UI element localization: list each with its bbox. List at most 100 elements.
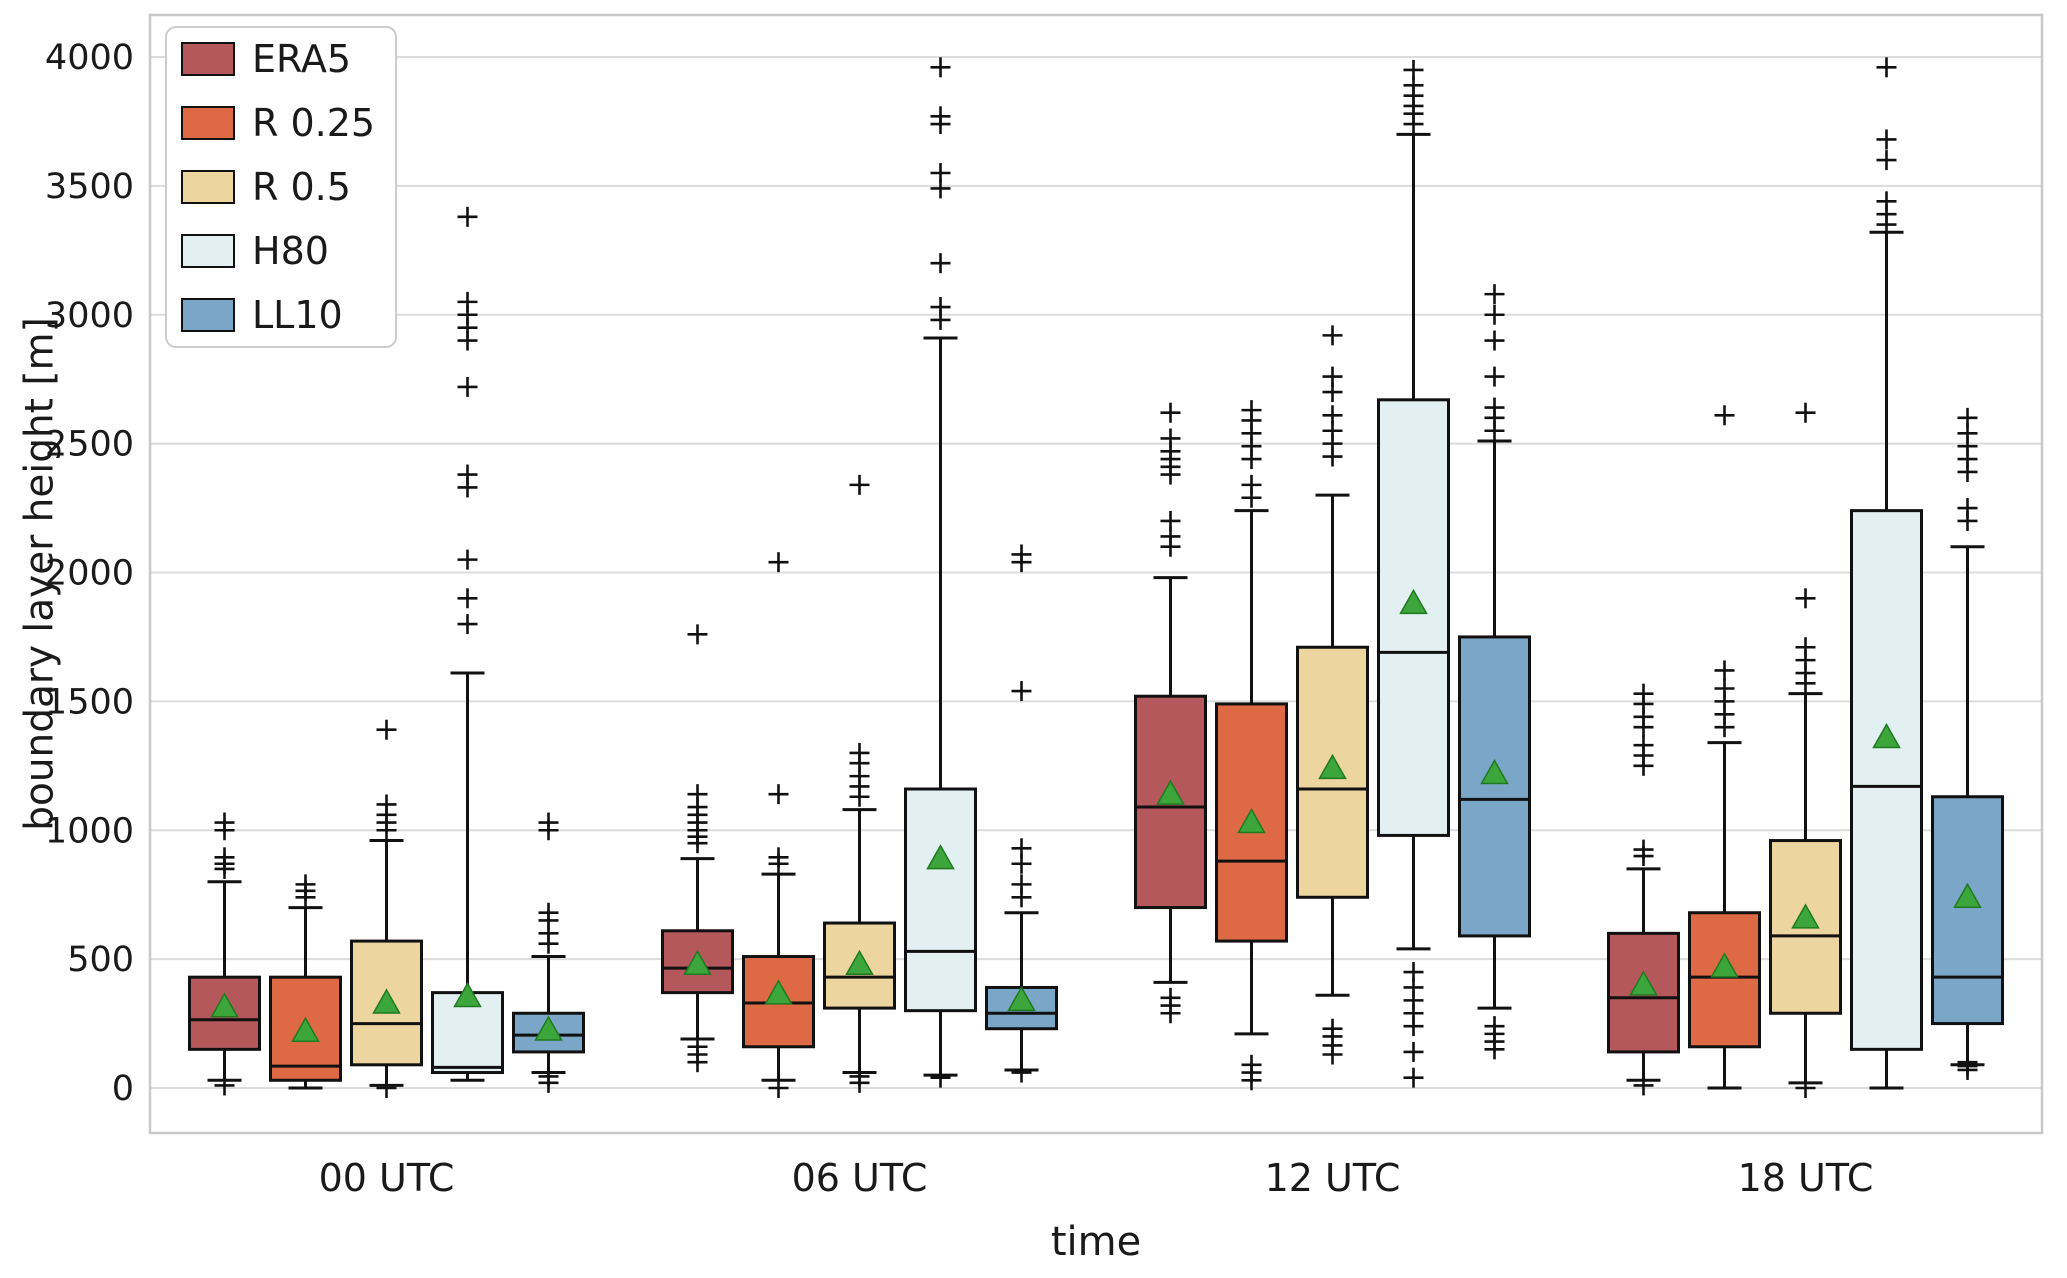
flier-markers xyxy=(376,719,397,1098)
flier-markers xyxy=(1403,59,1424,1088)
mean-marker xyxy=(1872,722,1901,749)
mean-marker xyxy=(926,844,955,870)
box-r-0-25-00-utc xyxy=(269,874,342,1090)
flier-markers xyxy=(1241,400,1262,1091)
y-tick-labels: 0 500 1000 1500 2000 2500 3000 3500 4000 xyxy=(45,38,134,1109)
y-tick-label-1000: 1000 xyxy=(45,811,134,851)
legend-label-h80: H80 xyxy=(252,229,329,273)
legend-label-r-0-5: R 0.5 xyxy=(252,165,351,209)
box-h80-18-utc xyxy=(1850,57,1923,1090)
box-era5-18-utc xyxy=(1607,683,1680,1096)
legend-swatch-era5 xyxy=(181,42,235,76)
mean-marker xyxy=(534,1015,563,1041)
flier-markers xyxy=(457,206,478,635)
box-h80-06-utc xyxy=(904,57,977,1088)
legend: ERA5 R 0.25 R 0.5 H80 LL10 xyxy=(165,26,397,348)
flier-markers xyxy=(1160,402,1181,1024)
box-r-0-5-06-utc xyxy=(823,474,896,1093)
box-r-0-25-06-utc xyxy=(742,552,815,1098)
mean-marker xyxy=(683,949,712,976)
mean-marker xyxy=(1791,903,1820,929)
mean-marker xyxy=(1629,970,1658,996)
box-ll10-18-utc xyxy=(1931,407,2004,1080)
flier-markers xyxy=(849,474,870,1093)
y-tick-label-2000: 2000 xyxy=(45,554,134,594)
x-tick-label-12-utc: 12 UTC xyxy=(1265,1156,1401,1200)
flier-markers xyxy=(1011,544,1032,1083)
box-era5-06-utc xyxy=(661,624,734,1073)
flier-markers xyxy=(768,552,789,1098)
y-tick-label-2500: 2500 xyxy=(45,425,134,465)
y-tick-label-0: 0 xyxy=(112,1069,134,1109)
box-r-0-5-00-utc xyxy=(350,719,423,1098)
legend-label-r-0-25: R 0.25 xyxy=(252,101,375,145)
flier-markers xyxy=(295,874,316,908)
y-axis-label: boundary layer height [m] xyxy=(17,317,63,831)
box-era5-00-utc xyxy=(188,812,261,1096)
flier-markers xyxy=(1484,284,1505,1060)
mean-marker xyxy=(1318,753,1347,780)
iqr-box xyxy=(1931,795,2004,1026)
legend-swatch-r-0-5 xyxy=(181,170,235,204)
legend-swatch-r-0-25 xyxy=(181,106,235,140)
mean-marker xyxy=(372,988,401,1014)
y-tick-label-500: 500 xyxy=(67,940,134,980)
flier-markers xyxy=(1322,325,1343,1065)
mean-marker xyxy=(764,979,793,1005)
flier-markers xyxy=(538,812,559,1093)
iqr-box xyxy=(1607,931,1680,1054)
flier-markers xyxy=(687,624,708,1073)
box-era5-12-utc xyxy=(1134,402,1207,1024)
mean-marker xyxy=(291,1016,320,1043)
iqr-box xyxy=(1377,398,1450,837)
iqr-box xyxy=(1458,635,1531,938)
x-tick-label-00-utc: 00 UTC xyxy=(319,1156,455,1200)
iqr-box xyxy=(904,787,977,1013)
box-ll10-12-utc xyxy=(1458,284,1531,1060)
box-r-0-5-12-utc xyxy=(1296,325,1369,1065)
mean-marker xyxy=(1953,882,1982,909)
flier-markers xyxy=(1795,402,1816,1098)
iqr-box xyxy=(1850,509,1923,1051)
iqr-box xyxy=(1688,911,1761,1049)
y-tick-label-1500: 1500 xyxy=(45,682,134,722)
y-tick-label-4000: 4000 xyxy=(45,38,134,78)
mean-marker xyxy=(1156,779,1185,805)
mean-marker xyxy=(1399,588,1428,615)
flier-markers xyxy=(214,812,235,1096)
legend-label-era5: ERA5 xyxy=(252,37,351,81)
mean-marker xyxy=(845,949,874,976)
box-r-0-5-18-utc xyxy=(1769,402,1842,1098)
legend-label-ll10: LL10 xyxy=(252,293,343,337)
flier-markers xyxy=(1957,407,1978,1080)
plot-frame xyxy=(148,13,2044,1135)
box-ll10-06-utc xyxy=(985,544,1058,1083)
mean-marker xyxy=(1237,807,1266,834)
mean-marker xyxy=(1480,759,1509,785)
flier-markers xyxy=(1714,405,1735,738)
box-r-0-25-12-utc xyxy=(1215,400,1288,1091)
gridlines xyxy=(150,56,2042,1089)
x-tick-label-18-utc: 18 UTC xyxy=(1738,1156,1874,1200)
iqr-box xyxy=(1134,694,1207,910)
box-ll10-00-utc xyxy=(512,812,585,1093)
legend-swatch-ll10 xyxy=(181,298,235,332)
legend-swatch-h80 xyxy=(181,234,235,268)
mean-marker xyxy=(210,992,239,1018)
y-tick-label-3000: 3000 xyxy=(45,296,134,336)
y-tick-label-3500: 3500 xyxy=(45,167,134,207)
flier-markers xyxy=(930,57,951,1088)
x-tick-label-06-utc: 06 UTC xyxy=(792,1156,928,1200)
mean-marker xyxy=(1710,952,1739,978)
box-r-0-25-18-utc xyxy=(1688,405,1761,1090)
flier-markers xyxy=(1876,57,1897,235)
box-h80-00-utc xyxy=(431,206,504,1082)
flier-markers xyxy=(1633,683,1654,1096)
box-h80-12-utc xyxy=(1377,59,1450,1088)
x-axis-label: time xyxy=(1050,1219,1142,1265)
mean-marker xyxy=(1007,985,1036,1012)
mean-marker xyxy=(453,981,482,1008)
x-tick-labels: 00 UTC 06 UTC 12 UTC 18 UTC xyxy=(319,1156,1874,1200)
